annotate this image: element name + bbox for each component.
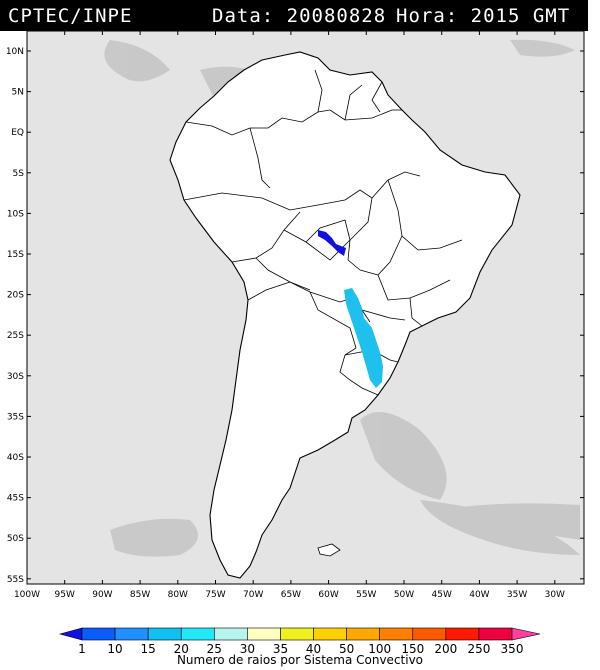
lat-label: 30S [7, 372, 24, 382]
lon-label: 80W [168, 590, 188, 600]
legend-color-swatch [280, 627, 314, 641]
latitude-axis: 10N 5N EQ 5S 10S 15S 20S 25S 30S 35S 40S 45S 50S 55S [6, 47, 584, 585]
south-america-landmass [169, 51, 521, 579]
legend-color-swatch [114, 627, 149, 641]
lon-label: 85W [130, 590, 150, 600]
legend-value: 10 [107, 642, 122, 656]
legend-value: 15 [141, 642, 156, 656]
lon-label: 35W [507, 590, 527, 600]
legend-color-swatch [180, 627, 215, 641]
legend-color-swatch [147, 627, 182, 641]
legend-color-swatch [346, 627, 380, 641]
color-legend: 1 10 15 20 25 30 35 40 50 100 150 200 250 350 [58, 627, 541, 656]
lat-label: 20S [7, 291, 24, 301]
legend-value: 350 [501, 642, 524, 656]
lon-label: 40W [469, 590, 489, 600]
legend-color-swatch [58, 627, 83, 641]
legend-color-swatch [445, 627, 480, 641]
legend-color-swatch [478, 627, 513, 641]
legend-value: 40 [306, 642, 321, 656]
convective-system-blue [318, 230, 346, 256]
legend-value: 50 [339, 642, 354, 656]
lon-label: 65W [281, 590, 301, 600]
lat-label: 10S [7, 209, 24, 219]
lon-label: 70W [243, 590, 263, 600]
legend-value: 30 [240, 642, 255, 656]
lat-label: EQ [11, 128, 24, 138]
map-header: CPTEC/INPE Data: 20080828 Hora: 2015 GMT [0, 0, 588, 31]
legend-caption: Numero de raios por Sistema Convectivo [177, 653, 423, 667]
lat-label: 55S [7, 575, 24, 585]
lon-label: 30W [545, 590, 565, 600]
lat-label: 25S [7, 331, 24, 341]
legend-value: 1 [78, 642, 86, 656]
legend-value: 25 [207, 642, 222, 656]
lon-label: 45W [432, 590, 452, 600]
lon-label: 60W [318, 590, 338, 600]
convective-system-cyan [344, 288, 383, 388]
legend-color-swatch [81, 627, 116, 641]
time-label: Hora: 2015 GMT [396, 5, 571, 27]
lon-label: 55W [356, 590, 376, 600]
lon-label: 90W [92, 590, 112, 600]
legend-value: 250 [467, 642, 490, 656]
lon-label: 50W [394, 590, 414, 600]
lat-label: 5S [13, 169, 25, 179]
lat-label: 40S [7, 453, 24, 463]
legend-color-swatch [511, 627, 541, 641]
longitude-axis: 100W 95W 90W 85W 80W 75W 70W 65W 60W 55W 50W 45W 40W… [14, 31, 565, 600]
lon-label: 95W [55, 590, 75, 600]
lon-label: 100W [14, 590, 40, 600]
lon-label: 75W [205, 590, 225, 600]
lat-label: 5N [12, 88, 24, 98]
lat-label: 15S [7, 250, 24, 260]
legend-color-swatch [412, 627, 447, 641]
legend-color-swatch [379, 627, 414, 641]
legend-value: 100 [368, 642, 391, 656]
falklands-islands [317, 543, 341, 557]
legend-value: 35 [273, 642, 288, 656]
legend-color-swatch [313, 627, 347, 641]
legend-value: 20 [174, 642, 189, 656]
lat-label: 10N [6, 47, 24, 57]
lat-label: 35S [7, 412, 24, 422]
legend-value: 200 [434, 642, 457, 656]
lat-label: 45S [7, 494, 24, 504]
source-label: CPTEC/INPE [8, 5, 133, 27]
lat-label: 50S [7, 534, 24, 544]
date-label: Data: 20080828 [212, 5, 387, 27]
legend-color-swatch [247, 627, 281, 641]
legend-color-swatch [214, 627, 248, 641]
legend-value: 150 [401, 642, 424, 656]
